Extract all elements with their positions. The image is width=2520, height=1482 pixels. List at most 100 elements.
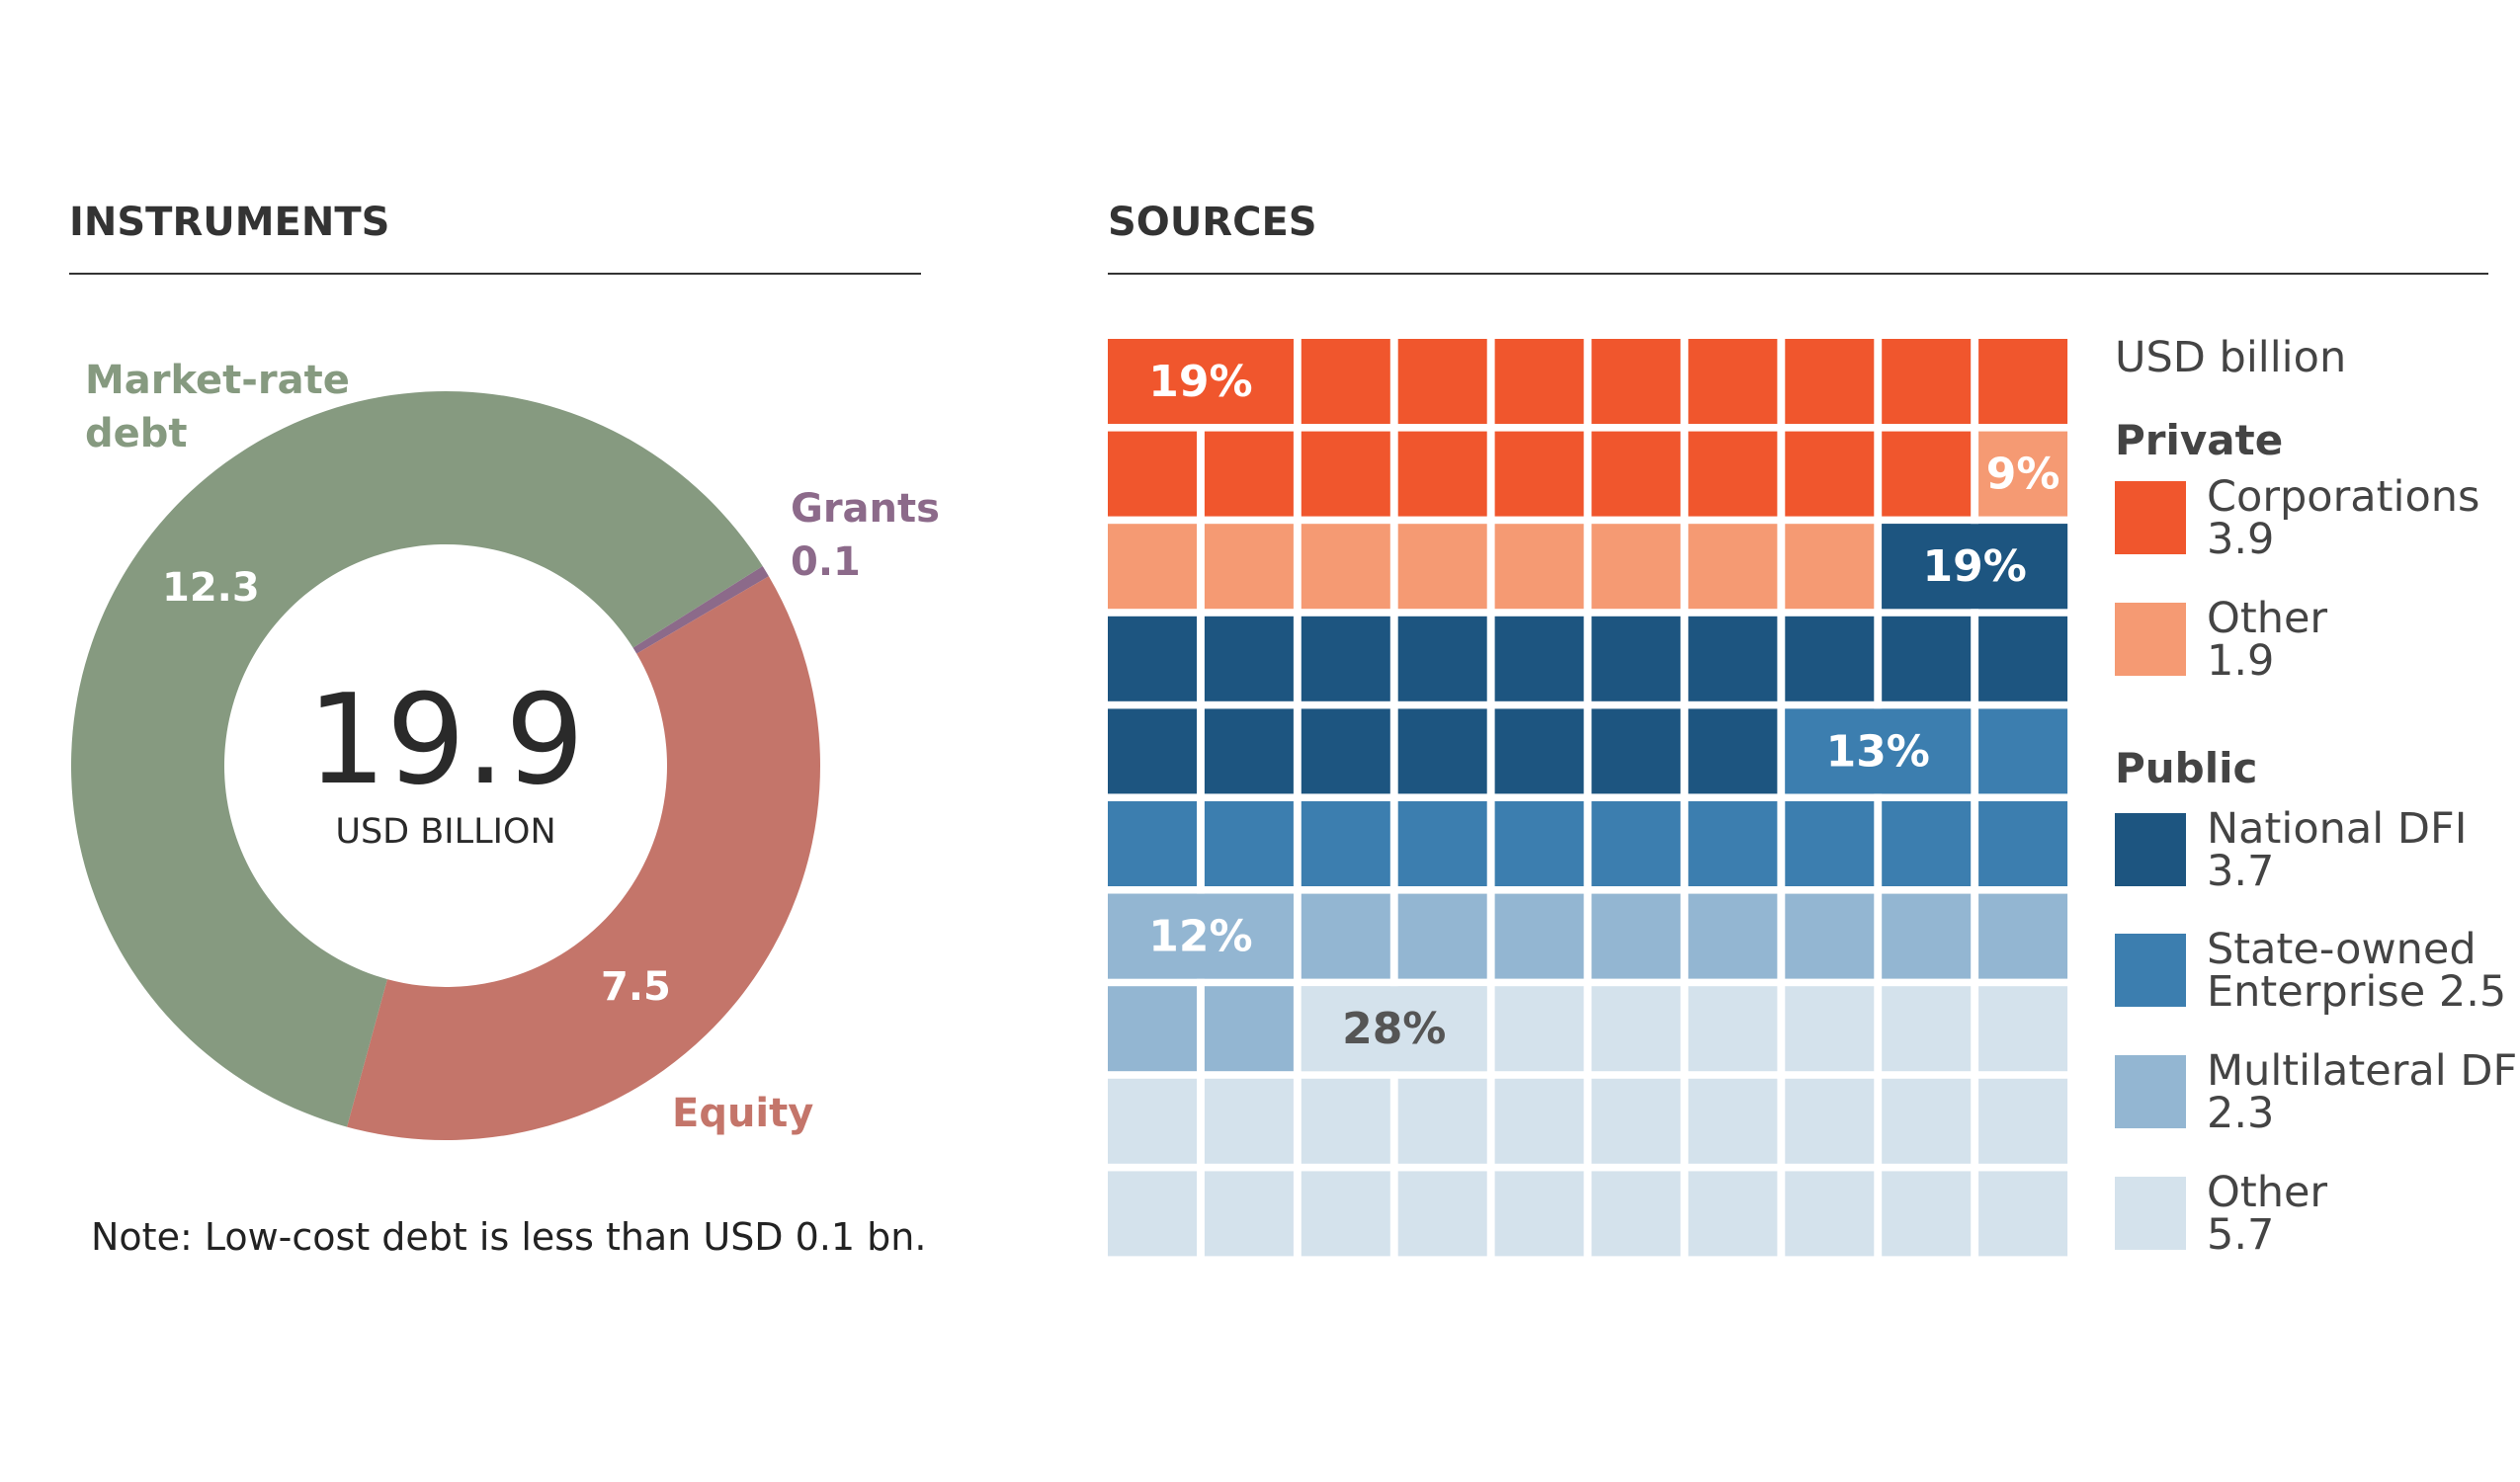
waffle-cell	[1591, 616, 1681, 701]
waffle-label-cell	[1882, 524, 2068, 610]
waffle-cell	[1688, 616, 1778, 701]
waffle-cell	[1494, 801, 1584, 886]
legend-swatch	[2115, 1055, 2186, 1128]
waffle-cell	[1688, 431, 1778, 517]
waffle-cell	[1785, 893, 1875, 979]
waffle-cell	[1978, 339, 2068, 424]
waffle-cell	[1301, 524, 1390, 610]
waffle-cell	[1397, 431, 1487, 517]
waffle-cell	[1108, 1171, 1197, 1257]
waffle-cell	[1688, 986, 1778, 1072]
waffle-cell	[1591, 1078, 1681, 1164]
waffle-cell	[1785, 431, 1875, 517]
waffle-cell	[1688, 893, 1778, 979]
market-rate-value: 12.3	[162, 565, 260, 611]
waffle-cell	[1882, 801, 1972, 886]
waffle-percent-label: 12%	[1148, 912, 1252, 962]
waffle-percent-label: 28%	[1342, 1004, 1446, 1054]
market-rate-label-line2: debt	[85, 411, 188, 456]
waffle-label-cell	[1301, 986, 1487, 1072]
legend-label: 3.7	[2207, 847, 2274, 896]
waffle-cell	[1591, 431, 1681, 517]
waffle-cell	[1108, 708, 1197, 794]
waffle-cell	[1397, 893, 1487, 979]
sources-title: SOURCES	[1108, 200, 1317, 245]
donut-total: 19.9	[307, 667, 585, 812]
waffle-cell	[1108, 801, 1197, 886]
waffle-cell	[1978, 708, 2068, 794]
waffle-cell	[1785, 1171, 1875, 1257]
waffle-cell	[1688, 801, 1778, 886]
legend-swatch	[2115, 481, 2186, 554]
waffle-cell	[1591, 524, 1681, 610]
waffle-cell	[1591, 708, 1681, 794]
legend-swatch	[2115, 1177, 2186, 1250]
waffle-cell	[1978, 1078, 2068, 1164]
waffle-cell	[1301, 801, 1390, 886]
waffle-cell	[1204, 1078, 1294, 1164]
donut-slice-equity	[347, 576, 821, 1141]
waffle-cell	[1301, 616, 1390, 701]
waffle-cell	[1494, 1171, 1584, 1257]
waffle-cell	[1204, 986, 1294, 1072]
waffle-cell	[1882, 616, 1972, 701]
waffle-cell	[1785, 801, 1875, 886]
legend-label: Corporations	[2207, 472, 2479, 522]
legend-swatch	[2115, 934, 2186, 1007]
legend-label: Multilateral DFI	[2207, 1046, 2520, 1096]
waffle-cell	[1494, 616, 1584, 701]
instruments-note: Note: Low-cost debt is less than USD 0.1…	[91, 1215, 926, 1259]
waffle-cell	[1591, 1171, 1681, 1257]
waffle-cell	[1591, 801, 1681, 886]
waffle-cell	[1494, 339, 1584, 424]
legend-label: State-owned	[2207, 925, 2477, 974]
waffle-cell	[1882, 893, 1972, 979]
waffle-cell	[1301, 339, 1390, 424]
waffle-percent-label: 9%	[1986, 450, 2060, 500]
waffle-label-cell	[1108, 893, 1294, 979]
waffle-cell	[1397, 339, 1487, 424]
waffle-label-cell	[1785, 708, 1972, 794]
waffle-cell	[1591, 986, 1681, 1072]
legend-label: Other	[2207, 1168, 2327, 1217]
waffle-cell	[1494, 708, 1584, 794]
waffle-cell	[1108, 431, 1197, 517]
waffle-cell	[1978, 986, 2068, 1072]
waffle-cell	[1494, 431, 1584, 517]
waffle-cell	[1591, 339, 1681, 424]
waffle-cell	[1204, 616, 1294, 701]
instruments-title: INSTRUMENTS	[69, 200, 389, 245]
waffle-percent-label: 13%	[1826, 726, 1930, 777]
waffle-cell	[1688, 1171, 1778, 1257]
grants-value: 0.1	[791, 539, 861, 585]
waffle-cell	[1108, 986, 1197, 1072]
waffle-cell	[1688, 524, 1778, 610]
waffle-cell	[1882, 431, 1972, 517]
waffle-cell	[1494, 986, 1584, 1072]
waffle-cell	[1301, 893, 1390, 979]
waffle-cell	[1301, 431, 1390, 517]
waffle-chart: 19% 9% 19% 13% 12% 28%	[1108, 339, 2068, 1257]
waffle-cell	[1108, 616, 1197, 701]
donut-slice-market-rate-debt	[71, 391, 763, 1127]
legend-label: Other	[2207, 594, 2327, 643]
waffle-cell	[1397, 616, 1487, 701]
legend-heading-public: Public	[2115, 744, 2257, 792]
legend-heading-private: Private	[2115, 416, 2283, 464]
legend-label: Enterprise 2.5	[2207, 967, 2506, 1017]
waffle-cell	[1108, 1078, 1197, 1164]
waffle-cell	[1978, 616, 2068, 701]
waffle-cell	[1785, 1078, 1875, 1164]
waffle-cell	[1785, 986, 1875, 1072]
legend-swatch	[2115, 813, 2186, 886]
waffle-cell	[1688, 708, 1778, 794]
legend-label: 1.9	[2207, 636, 2274, 686]
waffle-cell	[1688, 339, 1778, 424]
waffle-percent-label: 19%	[1922, 541, 2026, 592]
waffle-cell	[1882, 339, 1972, 424]
waffle-percent-label: 19%	[1148, 357, 1252, 407]
waffle-cell	[1785, 616, 1875, 701]
waffle-cell	[1591, 893, 1681, 979]
equity-value: 7.5	[601, 964, 671, 1010]
